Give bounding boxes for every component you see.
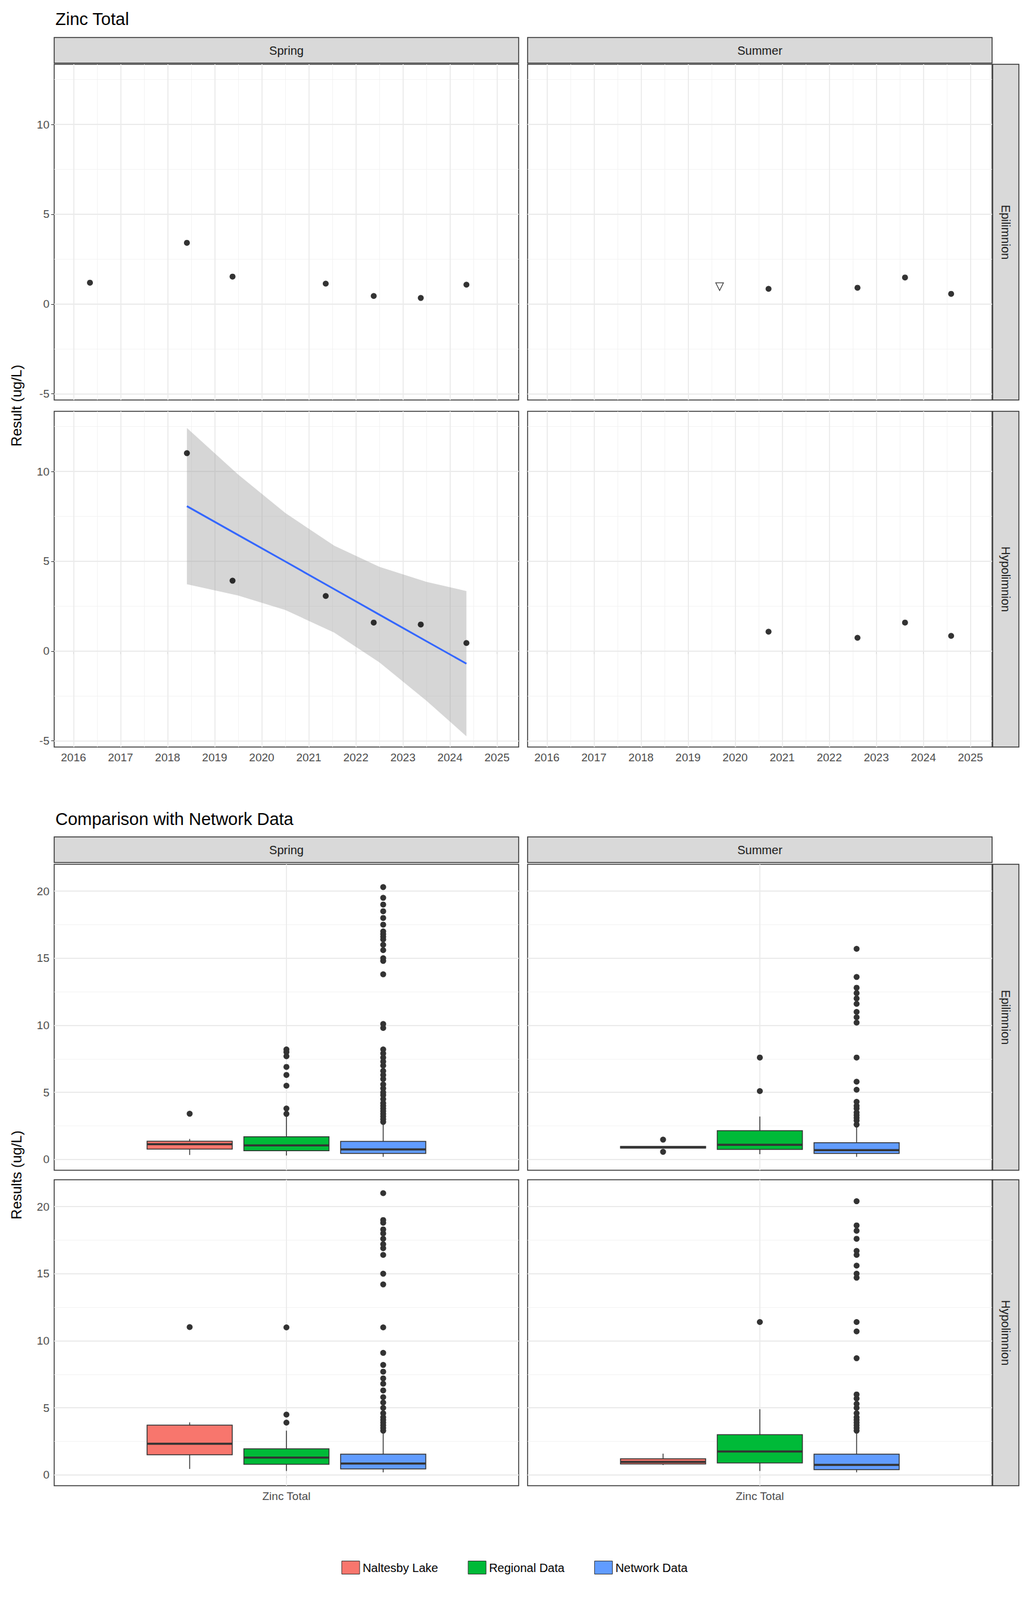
svg-text:Hypolimnion: Hypolimnion xyxy=(999,546,1013,613)
svg-text:2018: 2018 xyxy=(628,751,654,765)
svg-text:Results (ug/L): Results (ug/L) xyxy=(8,1130,25,1220)
svg-text:Spring: Spring xyxy=(269,44,304,58)
svg-text:2019: 2019 xyxy=(201,751,227,765)
svg-text:Result (ug/L): Result (ug/L) xyxy=(8,365,25,447)
svg-text:5: 5 xyxy=(42,1086,50,1100)
svg-text:10: 10 xyxy=(36,118,50,132)
svg-text:-5: -5 xyxy=(39,387,50,401)
svg-text:-5: -5 xyxy=(39,734,50,748)
svg-text:Zinc Total: Zinc Total xyxy=(55,9,130,29)
svg-text:Network Data: Network Data xyxy=(615,1561,688,1576)
svg-text:10: 10 xyxy=(36,1019,50,1032)
svg-text:Summer: Summer xyxy=(737,44,783,58)
svg-text:2017: 2017 xyxy=(581,751,607,765)
svg-text:Spring: Spring xyxy=(269,843,304,857)
svg-text:2025: 2025 xyxy=(958,751,984,765)
svg-text:2022: 2022 xyxy=(816,751,842,765)
svg-text:2024: 2024 xyxy=(910,751,937,765)
svg-text:0: 0 xyxy=(42,1153,50,1166)
svg-text:15: 15 xyxy=(36,1267,50,1281)
svg-text:2016: 2016 xyxy=(534,751,560,765)
svg-text:20: 20 xyxy=(36,885,50,898)
svg-text:Epilimnion: Epilimnion xyxy=(999,990,1013,1046)
svg-text:10: 10 xyxy=(36,465,50,479)
svg-text:20: 20 xyxy=(36,1201,50,1214)
svg-text:2018: 2018 xyxy=(154,751,180,765)
svg-text:Comparison with Network Data: Comparison with Network Data xyxy=(55,809,295,829)
svg-text:2022: 2022 xyxy=(343,751,369,765)
svg-text:0: 0 xyxy=(42,644,50,658)
svg-text:2025: 2025 xyxy=(484,751,510,765)
svg-text:2021: 2021 xyxy=(295,751,321,765)
svg-text:2021: 2021 xyxy=(769,751,795,765)
svg-text:Regional Data: Regional Data xyxy=(488,1561,566,1576)
svg-text:Zinc Total: Zinc Total xyxy=(262,1490,311,1504)
svg-text:2023: 2023 xyxy=(390,751,416,765)
svg-text:5: 5 xyxy=(42,207,50,221)
svg-text:2024: 2024 xyxy=(437,751,463,765)
svg-text:2023: 2023 xyxy=(863,751,889,765)
svg-text:Epilimnion: Epilimnion xyxy=(999,204,1013,260)
svg-text:Summer: Summer xyxy=(737,843,783,857)
svg-text:Zinc Total: Zinc Total xyxy=(736,1490,785,1504)
svg-text:0: 0 xyxy=(42,1469,50,1482)
svg-text:15: 15 xyxy=(36,952,50,965)
svg-text:10: 10 xyxy=(36,1335,50,1348)
svg-text:2020: 2020 xyxy=(248,751,274,765)
svg-text:Hypolimnion: Hypolimnion xyxy=(999,1300,1013,1367)
svg-text:2020: 2020 xyxy=(722,751,748,765)
svg-text:2019: 2019 xyxy=(675,751,701,765)
svg-text:5: 5 xyxy=(42,554,50,568)
svg-text:5: 5 xyxy=(42,1402,50,1415)
svg-text:Naltesby Lake: Naltesby Lake xyxy=(362,1561,439,1576)
svg-text:2017: 2017 xyxy=(107,751,133,765)
svg-text:2016: 2016 xyxy=(60,751,86,765)
svg-text:0: 0 xyxy=(42,297,50,311)
